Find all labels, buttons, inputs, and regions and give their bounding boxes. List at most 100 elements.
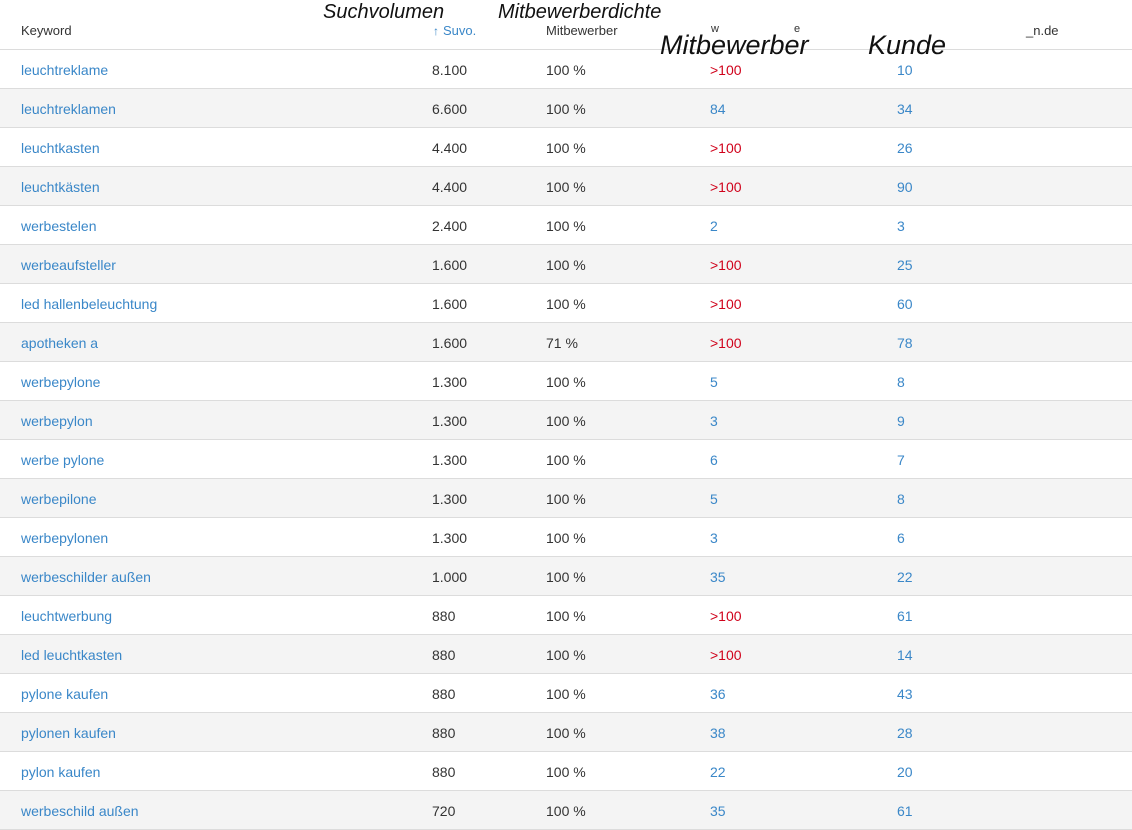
search-volume-value: 1.300 [432, 491, 468, 507]
competitor-rank-link[interactable]: >100 [710, 257, 742, 273]
competitor-rank-link[interactable]: 2 [710, 218, 718, 234]
keyword-link[interactable]: werbe pylone [21, 452, 105, 468]
customer-rank-link[interactable]: 61 [897, 803, 913, 819]
keyword-link[interactable]: leuchtreklamen [21, 101, 116, 117]
customer-rank-link[interactable]: 8 [897, 374, 905, 390]
competitor-density-value: 100 % [546, 725, 586, 741]
keyword-link[interactable]: werbepilone [21, 491, 97, 507]
table-row: werbepylonen 1.300 100 % 3 6 [0, 518, 1132, 557]
sort-ascending-icon: ↑ [433, 24, 439, 38]
competitor-rank-link[interactable]: >100 [710, 296, 742, 312]
keyword-link[interactable]: werbeschilder außen [21, 569, 151, 585]
table-row: pylon kaufen 880 100 % 22 20 [0, 752, 1132, 791]
keyword-link[interactable]: werbestelen [21, 218, 97, 234]
customer-rank-link[interactable]: 6 [897, 530, 905, 546]
keyword-link[interactable]: pylon kaufen [21, 764, 101, 780]
customer-rank-link[interactable]: 60 [897, 296, 913, 312]
competitor-rank-link[interactable]: 84 [710, 101, 726, 117]
competitor-density-value: 100 % [546, 413, 586, 429]
customer-rank-link[interactable]: 10 [897, 62, 913, 78]
search-volume-value: 6.600 [432, 101, 468, 117]
keyword-link[interactable]: werbeaufsteller [21, 257, 116, 273]
customer-rank-link[interactable]: 7 [897, 452, 905, 468]
customer-rank-link[interactable]: 61 [897, 608, 913, 624]
competitor-rank-link[interactable]: 35 [710, 569, 726, 585]
column-header-domain[interactable]: _n.de [1026, 23, 1059, 38]
customer-rank-link[interactable]: 90 [897, 179, 913, 195]
competitor-rank-link[interactable]: 3 [710, 413, 718, 429]
customer-rank-link[interactable]: 34 [897, 101, 913, 117]
customer-rank-link[interactable]: 28 [897, 725, 913, 741]
keyword-link[interactable]: leuchtreklame [21, 62, 109, 78]
table-row: werbepilone 1.300 100 % 5 8 [0, 479, 1132, 518]
search-volume-value: 880 [432, 764, 456, 780]
competitor-density-value: 100 % [546, 62, 586, 78]
competitor-rank-link[interactable]: 38 [710, 725, 726, 741]
customer-rank-link[interactable]: 22 [897, 569, 913, 585]
customer-rank-link[interactable]: 14 [897, 647, 913, 663]
competitor-density-value: 100 % [546, 218, 586, 234]
keyword-link[interactable]: apotheken a [21, 335, 99, 351]
competitor-rank-link[interactable]: >100 [710, 647, 742, 663]
search-volume-value: 880 [432, 686, 456, 702]
competitor-density-value: 100 % [546, 608, 586, 624]
competitor-rank-link[interactable]: >100 [710, 62, 742, 78]
keyword-link[interactable]: werbepylon [21, 413, 93, 429]
customer-rank-link[interactable]: 20 [897, 764, 913, 780]
keyword-link[interactable]: werbepylonen [21, 530, 109, 546]
keyword-link[interactable]: leuchtkästen [21, 179, 100, 195]
competitor-rank-link[interactable]: 5 [710, 374, 718, 390]
search-volume-value: 880 [432, 725, 456, 741]
keyword-link[interactable]: led leuchtkasten [21, 647, 123, 663]
table-row: led hallenbeleuchtung 1.600 100 % >100 60 [0, 284, 1132, 323]
customer-rank-link[interactable]: 9 [897, 413, 905, 429]
column-header-customer-domain[interactable]: e [794, 23, 801, 35]
competitor-rank-link[interactable]: 3 [710, 530, 718, 546]
keyword-link[interactable]: pylone kaufen [21, 686, 109, 702]
annotation-kunde: Kunde [868, 30, 947, 60]
competitor-rank-link[interactable]: 6 [710, 452, 718, 468]
competitor-rank-link[interactable]: 22 [710, 764, 726, 780]
keyword-link[interactable]: led hallenbeleuchtung [21, 296, 158, 312]
customer-rank-link[interactable]: 25 [897, 257, 913, 273]
competitor-rank-link[interactable]: >100 [710, 608, 742, 624]
search-volume-value: 1.600 [432, 335, 468, 351]
search-volume-value: 4.400 [432, 179, 468, 195]
search-volume-value: 1.300 [432, 413, 468, 429]
keyword-link[interactable]: leuchtkasten [21, 140, 100, 156]
competitor-density-value: 100 % [546, 764, 586, 780]
keyword-link[interactable]: pylonen kaufen [21, 725, 116, 741]
competitor-rank-link[interactable]: 36 [710, 686, 726, 702]
table-row: werbeaufsteller 1.600 100 % >100 25 [0, 245, 1132, 284]
keyword-link[interactable]: werbepylone [21, 374, 101, 390]
competitor-rank-link[interactable]: >100 [710, 179, 742, 195]
search-volume-value: 880 [432, 608, 456, 624]
competitor-density-value: 100 % [546, 803, 586, 819]
column-header-suvo-label: Suvo. [443, 23, 477, 38]
competitor-rank-link[interactable]: 35 [710, 803, 726, 819]
competitor-rank-link[interactable]: >100 [710, 140, 742, 156]
table-row: leuchtkasten 4.400 100 % >100 26 [0, 128, 1132, 167]
customer-rank-link[interactable]: 8 [897, 491, 905, 507]
customer-rank-link[interactable]: 78 [897, 335, 913, 351]
search-volume-value: 2.400 [432, 218, 468, 234]
search-volume-value: 4.400 [432, 140, 468, 156]
keyword-link[interactable]: werbeschild außen [21, 803, 139, 819]
table-row: leuchtreklame 8.100 100 % >100 10 [0, 50, 1132, 89]
search-volume-value: 1.300 [432, 530, 468, 546]
table-body: leuchtreklame 8.100 100 % >100 10 leuchtrekla… [0, 50, 1132, 830]
keyword-link[interactable]: leuchtwerbung [21, 608, 113, 624]
customer-rank-link[interactable]: 26 [897, 140, 913, 156]
column-header-keyword[interactable]: Keyword [21, 23, 72, 38]
column-header-mitbewerber[interactable]: Mitbewerber [546, 23, 618, 38]
customer-rank-link[interactable]: 3 [897, 218, 905, 234]
competitor-rank-link[interactable]: >100 [710, 335, 742, 351]
column-header-competitor-domain[interactable]: w [711, 23, 719, 35]
annotation-mitbewerber: Mitbewerber [660, 30, 809, 60]
search-volume-value: 1.600 [432, 296, 468, 312]
competitor-rank-link[interactable]: 5 [710, 491, 718, 507]
customer-rank-link[interactable]: 43 [897, 686, 913, 702]
table-row: werbepylone 1.300 100 % 5 8 [0, 362, 1132, 401]
competitor-density-value: 71 % [546, 335, 578, 351]
column-header-suvo[interactable]: ↑ Suvo. [433, 23, 476, 38]
